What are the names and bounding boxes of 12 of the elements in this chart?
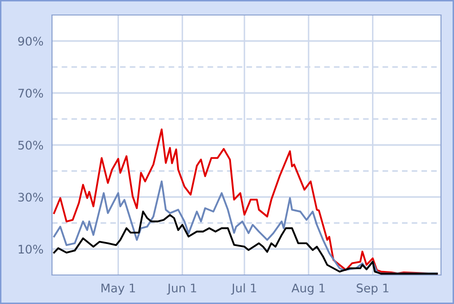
y-tick-label: 30% bbox=[18, 192, 44, 202]
x-tick-label: Jun 1 bbox=[166, 284, 196, 295]
y-tick-label: 70% bbox=[18, 88, 44, 98]
line-series bbox=[53, 180, 438, 274]
x-tick-label: Aug 1 bbox=[292, 284, 325, 295]
x-tick-label: Sep 1 bbox=[356, 284, 388, 295]
y-tick-label: 10% bbox=[18, 244, 44, 254]
y-tick-label: 50% bbox=[18, 140, 44, 150]
line-series bbox=[53, 210, 438, 275]
x-tick-label: Jul 1 bbox=[231, 283, 256, 295]
x-tick-label: May 1 bbox=[102, 284, 135, 295]
y-tick-label: 90% bbox=[18, 36, 44, 46]
